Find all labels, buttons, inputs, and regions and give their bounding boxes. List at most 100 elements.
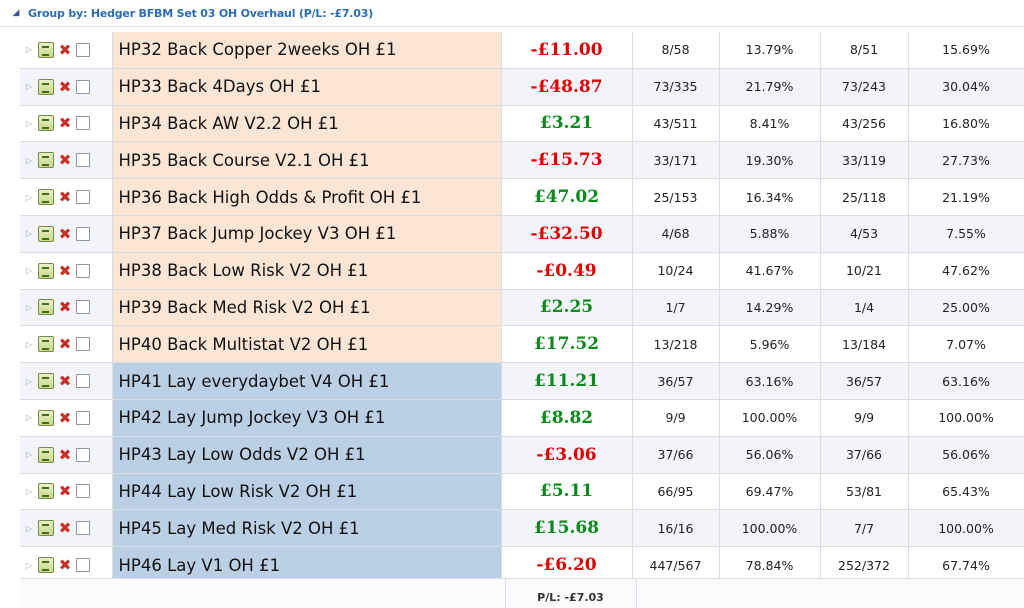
expand-arrow-icon[interactable]: ▷ xyxy=(25,302,33,312)
edit-icon[interactable] xyxy=(38,152,54,169)
row-checkbox[interactable] xyxy=(76,263,90,278)
strike-rate: 69.47% xyxy=(719,473,821,511)
expand-arrow-icon[interactable]: ▷ xyxy=(25,339,33,349)
place-rate: 47.62% xyxy=(908,252,1024,290)
placed-ratio: 10/21 xyxy=(820,252,909,290)
table-row[interactable]: ▷ ✖ HP37 Back Jump Jockey V3 OH £1 -£32.50 4… xyxy=(20,215,1024,253)
table-row[interactable]: ▷ ✖ HP38 Back Low Risk V2 OH £1 -£0.49 10/24… xyxy=(20,252,1024,290)
row-checkbox[interactable] xyxy=(76,190,90,205)
winners-ratio: 447/567 xyxy=(632,546,720,584)
edit-icon[interactable] xyxy=(38,336,54,353)
table-row[interactable]: ▷ ✖ HP34 Back AW V2.2 OH £1 £3.21 43/511 8.41… xyxy=(20,105,1024,143)
table-row[interactable]: ▷ ✖ HP44 Lay Low Risk V2 OH £1 £5.11 66/95 69… xyxy=(20,473,1024,511)
edit-icon[interactable] xyxy=(38,557,54,574)
table-row[interactable]: ▷ ✖ HP35 Back Course V2.1 OH £1 -£15.73 33/1… xyxy=(20,141,1024,180)
delete-x-icon[interactable]: ✖ xyxy=(58,408,72,427)
table-row[interactable]: ▷ ✖ HP41 Lay everydaybet V4 OH £1 £11.21 36/… xyxy=(20,362,1024,400)
row-checkbox[interactable] xyxy=(76,226,90,241)
edit-icon[interactable] xyxy=(38,409,54,426)
table-row[interactable]: ▷ ✖ HP46 Lay V1 OH £1 -£6.20 447/567 78.84% 25… xyxy=(20,546,1024,584)
expand-arrow-icon[interactable]: ▷ xyxy=(25,155,33,165)
edit-icon[interactable] xyxy=(38,41,54,58)
expand-arrow-icon[interactable]: ▷ xyxy=(25,118,33,128)
row-checkbox[interactable] xyxy=(76,558,90,573)
row-controls: ▷ ✖ xyxy=(20,473,112,511)
placed-ratio: 4/53 xyxy=(820,215,909,253)
edit-icon[interactable] xyxy=(38,262,54,279)
expand-arrow-icon[interactable]: ▷ xyxy=(25,450,33,460)
table-row[interactable]: ▷ ✖ HP42 Lay Jump Jockey V3 OH £1 £8.82 9/9 1… xyxy=(20,399,1024,437)
delete-x-icon[interactable]: ✖ xyxy=(58,445,72,464)
table-row[interactable]: ▷ ✖ HP33 Back 4Days OH £1 -£48.87 73/335 21.7… xyxy=(20,68,1024,106)
row-checkbox[interactable] xyxy=(76,521,90,536)
row-checkbox[interactable] xyxy=(76,410,90,425)
delete-x-icon[interactable]: ✖ xyxy=(58,482,72,501)
placed-ratio: 73/243 xyxy=(820,68,909,106)
winners-ratio: 10/24 xyxy=(632,252,720,290)
row-checkbox[interactable] xyxy=(76,374,90,389)
edit-icon[interactable] xyxy=(38,483,54,500)
strategy-name: HP34 Back AW V2.2 OH £1 xyxy=(111,105,502,143)
delete-x-icon[interactable]: ✖ xyxy=(58,372,72,391)
table-row[interactable]: ▷ ✖ HP36 Back High Odds & Profit OH £1 £47.… xyxy=(20,178,1024,216)
strike-rate: 13.79% xyxy=(719,32,821,69)
delete-x-icon[interactable]: ✖ xyxy=(58,335,72,354)
delete-x-icon[interactable]: ✖ xyxy=(58,519,72,538)
row-controls: ▷ ✖ xyxy=(20,325,112,364)
table-row[interactable]: ▷ ✖ HP40 Back Multistat V2 OH £1 £17.52 13/2… xyxy=(20,325,1024,364)
delete-x-icon[interactable]: ✖ xyxy=(58,40,72,59)
expand-arrow-icon[interactable]: ▷ xyxy=(25,192,33,202)
edit-icon[interactable] xyxy=(38,115,54,132)
delete-x-icon[interactable]: ✖ xyxy=(58,261,72,280)
profit-loss: £8.82 xyxy=(501,399,633,437)
table-row[interactable]: ▷ ✖ HP43 Lay Low Odds V2 OH £1 -£3.06 37/66 5… xyxy=(20,436,1024,474)
row-checkbox[interactable] xyxy=(76,447,90,462)
strategy-name: HP39 Back Med Risk V2 OH £1 xyxy=(111,289,502,327)
edit-icon[interactable] xyxy=(38,299,54,316)
edit-icon[interactable] xyxy=(38,225,54,242)
edit-icon[interactable] xyxy=(38,373,54,390)
table-row[interactable]: ▷ ✖ HP32 Back Copper 2weeks OH £1 -£11.00 8/… xyxy=(20,32,1024,69)
winners-ratio: 9/9 xyxy=(632,399,720,437)
delete-x-icon[interactable]: ✖ xyxy=(58,77,72,96)
row-checkbox[interactable] xyxy=(76,79,90,94)
row-checkbox[interactable] xyxy=(76,116,90,131)
edit-icon[interactable] xyxy=(38,78,54,95)
row-checkbox[interactable] xyxy=(76,300,90,315)
row-checkbox[interactable] xyxy=(76,484,90,499)
expand-arrow-icon[interactable]: ▷ xyxy=(25,413,33,423)
table-row[interactable]: ▷ ✖ HP45 Lay Med Risk V2 OH £1 £15.68 16/16 1… xyxy=(20,509,1024,548)
place-rate: 15.69% xyxy=(908,32,1024,69)
winners-ratio: 25/153 xyxy=(632,178,720,216)
row-checkbox[interactable] xyxy=(76,337,90,352)
collapse-triangle-icon[interactable]: ◢ xyxy=(12,8,20,18)
group-header[interactable]: ◢ Group by: Hedger BFBM Set 03 OH Overha… xyxy=(0,0,1024,27)
delete-x-icon[interactable]: ✖ xyxy=(58,188,72,207)
edit-icon[interactable] xyxy=(38,520,54,537)
expand-arrow-icon[interactable]: ▷ xyxy=(25,45,33,55)
winners-ratio: 43/511 xyxy=(632,105,720,143)
edit-icon[interactable] xyxy=(38,189,54,206)
expand-arrow-icon[interactable]: ▷ xyxy=(25,486,33,496)
row-checkbox[interactable] xyxy=(76,42,90,57)
profit-loss: £5.11 xyxy=(501,473,633,511)
delete-x-icon[interactable]: ✖ xyxy=(58,298,72,317)
expand-arrow-icon[interactable]: ▷ xyxy=(25,376,33,386)
expand-arrow-icon[interactable]: ▷ xyxy=(25,523,33,533)
delete-x-icon[interactable]: ✖ xyxy=(58,114,72,133)
place-rate: 21.19% xyxy=(908,178,1024,216)
delete-x-icon[interactable]: ✖ xyxy=(58,151,72,170)
row-checkbox[interactable] xyxy=(76,153,90,168)
strategy-name: HP37 Back Jump Jockey V3 OH £1 xyxy=(111,215,502,253)
winners-ratio: 8/58 xyxy=(632,32,720,69)
edit-icon[interactable] xyxy=(38,446,54,463)
expand-arrow-icon[interactable]: ▷ xyxy=(25,229,33,239)
delete-x-icon[interactable]: ✖ xyxy=(58,224,72,243)
expand-arrow-icon[interactable]: ▷ xyxy=(25,266,33,276)
place-rate: 100.00% xyxy=(908,509,1024,548)
expand-arrow-icon[interactable]: ▷ xyxy=(25,82,33,92)
table-row[interactable]: ▷ ✖ HP39 Back Med Risk V2 OH £1 £2.25 1/7 14.… xyxy=(20,289,1024,327)
footer-total: P/L: -£7.03 xyxy=(537,591,604,604)
expand-arrow-icon[interactable]: ▷ xyxy=(25,560,33,570)
delete-x-icon[interactable]: ✖ xyxy=(58,556,72,575)
